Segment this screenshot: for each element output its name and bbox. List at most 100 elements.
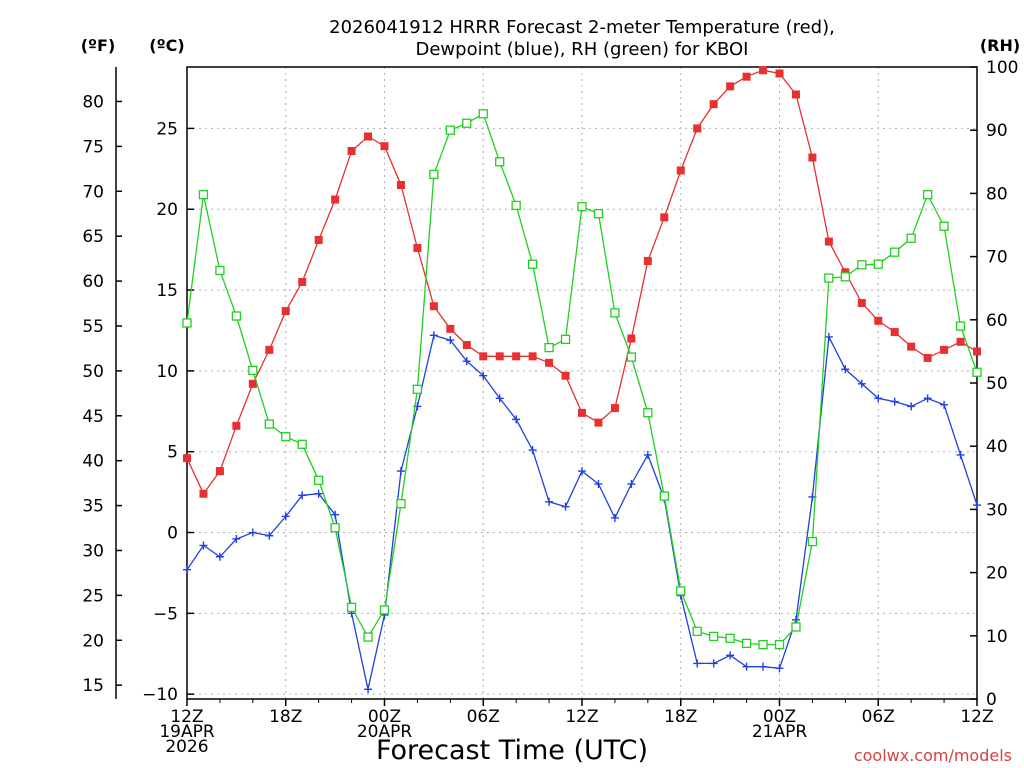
rh-point [709, 631, 719, 642]
fahrenheit-tick-label: 60 [82, 272, 104, 292]
fahrenheit-tick-label: 45 [82, 407, 104, 427]
temperature-point [265, 345, 274, 354]
x-tick-label: 06Z [467, 707, 500, 727]
dewpoint-point [775, 664, 784, 673]
dewpoint-point [298, 491, 307, 500]
rh-point [873, 259, 883, 269]
dewpoint-point [709, 659, 718, 668]
dewpoint-point [594, 480, 603, 489]
dewpoint-point [923, 394, 932, 403]
temperature-point [660, 213, 669, 222]
temperature-point [446, 324, 455, 333]
dewpoint-point [199, 541, 208, 550]
fahrenheit-tick-label: 55 [82, 317, 104, 337]
x-tick-label: 18Z [269, 707, 302, 727]
dewpoint-point [331, 510, 340, 519]
rh-point [676, 586, 686, 596]
celsius-tick-label: −5 [153, 604, 178, 624]
rh-point [231, 311, 242, 321]
celsius-tick-label: 20 [156, 200, 178, 220]
rh-point [462, 118, 472, 128]
dewpoint-point [462, 357, 471, 366]
fahrenheit-tick-label: 25 [82, 586, 104, 606]
dewpoint-point [183, 565, 191, 574]
temperature-point [693, 124, 702, 133]
temperature-point [347, 147, 356, 156]
dewpoint-point [874, 394, 883, 403]
temperature-point [791, 90, 800, 99]
rh-tick-label: 10 [986, 627, 1008, 647]
rh-point [363, 632, 373, 642]
dewpoint-point [890, 397, 899, 406]
rh-tick-label: 50 [986, 374, 1008, 394]
dewpoint-point [578, 467, 586, 476]
celsius-tick-label: 10 [156, 362, 178, 382]
rh-point [824, 273, 834, 283]
rh-point [725, 633, 735, 643]
fahrenheit-tick-label: 80 [82, 92, 104, 112]
temperature-point [824, 237, 833, 246]
temperature-point [512, 352, 521, 361]
rh-point [906, 233, 916, 243]
rh-tick-label: 80 [986, 184, 1008, 204]
dewpoint-point [281, 512, 290, 521]
dewpoint-series [183, 331, 981, 694]
rh-point [281, 432, 291, 442]
rh-tick-label: 40 [986, 437, 1008, 457]
rh-tick-label: 0 [986, 690, 997, 710]
rh-point [182, 318, 192, 328]
dewpoint-point [643, 450, 652, 459]
rh-point [330, 523, 340, 533]
rh-point [248, 365, 258, 376]
temperature-point [298, 277, 307, 286]
dewpoint-point [495, 394, 504, 403]
temperature-point [594, 418, 603, 427]
rh-point [560, 334, 571, 345]
rh-point [264, 419, 274, 429]
dewpoint-point [545, 497, 554, 506]
rh-point [577, 202, 587, 212]
series-layer [182, 66, 982, 694]
rh-point [511, 200, 521, 211]
temperature-point [364, 132, 373, 141]
dewpoint-point [215, 552, 224, 561]
dewpoint-point [512, 415, 521, 424]
x-tick-label: 18Z [664, 707, 697, 727]
temperature-point [331, 195, 340, 204]
rh-tick-label: 20 [986, 564, 1008, 584]
x-tick-label: 20APR [357, 722, 413, 742]
temperature-point [396, 180, 405, 189]
temperature-point [528, 352, 537, 361]
rh-point [593, 208, 604, 219]
fahrenheit-unit-label: (ºF) [81, 36, 116, 55]
fahrenheit-tick-label: 70 [82, 182, 104, 202]
rh-point [297, 439, 307, 449]
fahrenheit-tick-label: 30 [82, 541, 104, 561]
rh-point [741, 638, 752, 649]
fahrenheit-tick-label: 40 [82, 452, 104, 472]
temperature-point [215, 467, 224, 476]
dewpoint-point [824, 332, 833, 341]
temperature-point [923, 353, 932, 362]
rh-point [198, 190, 209, 200]
temperature-point [281, 307, 290, 316]
temperature-point [248, 379, 257, 388]
temperature-point [742, 72, 751, 81]
rh-point [643, 408, 653, 418]
dewpoint-point [314, 489, 323, 498]
temperature-point [956, 337, 965, 346]
temperature-point [973, 347, 981, 356]
rh-tick-label: 90 [986, 121, 1008, 141]
dewpoint-point [396, 467, 405, 476]
rh-point [840, 272, 850, 282]
temperature-point [561, 371, 570, 380]
dewpoint-point [446, 336, 455, 345]
temperature-point [462, 341, 471, 350]
x-tick-label: 12Z [170, 707, 203, 727]
x-tick-label: 12Z [960, 707, 993, 727]
temperature-point [429, 302, 438, 311]
rh-point [215, 265, 225, 276]
rh-point [396, 499, 406, 509]
